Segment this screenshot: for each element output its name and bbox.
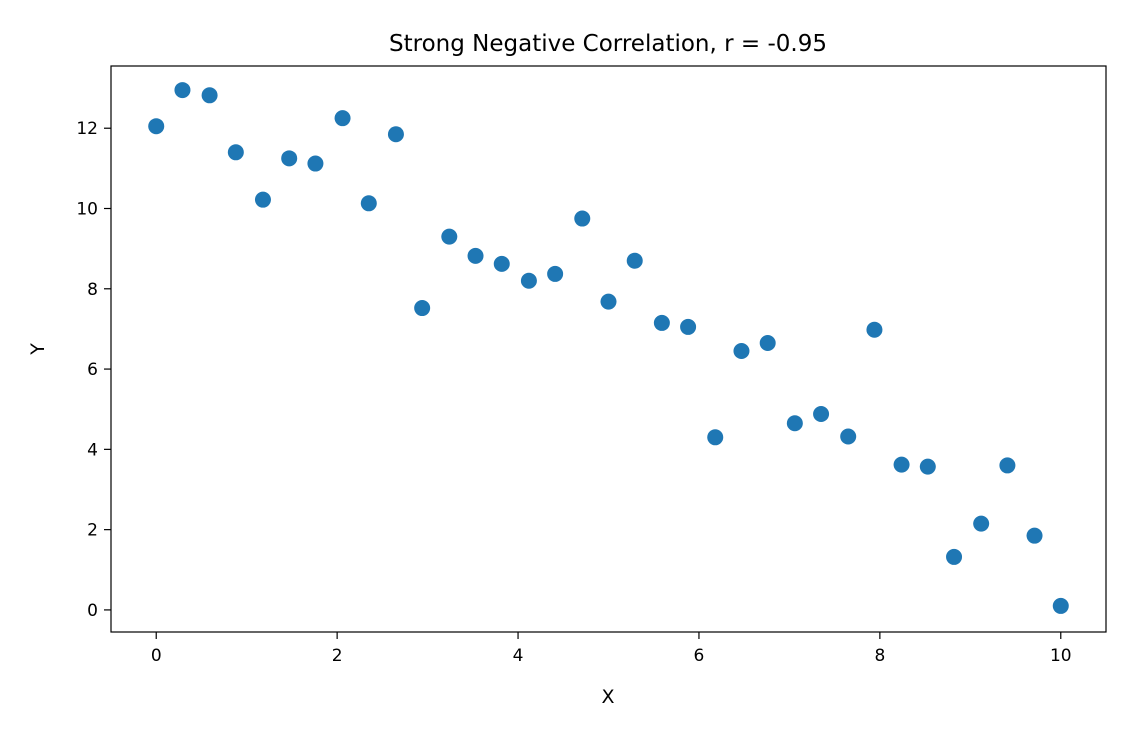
data-point-34 (1052, 597, 1069, 614)
data-point-19 (653, 314, 670, 331)
x-tick-label-1: 2 (332, 646, 343, 666)
data-point-20 (680, 318, 697, 335)
data-point-18 (626, 252, 643, 269)
data-point-29 (919, 458, 936, 475)
data-point-15 (547, 265, 564, 282)
data-point-0 (148, 118, 165, 135)
x-tick-label-2: 4 (513, 646, 524, 666)
data-point-30 (946, 548, 963, 565)
data-point-33 (1026, 527, 1043, 544)
y-tick-label-1: 2 (87, 521, 98, 541)
data-point-7 (334, 110, 351, 127)
points-layer (148, 82, 1069, 614)
y-tick-label-3: 6 (87, 360, 98, 380)
chart-title: Strong Negative Correlation, r = -0.95 (389, 31, 827, 57)
x-axis-label: X (601, 686, 614, 708)
data-point-23 (759, 334, 776, 351)
data-point-17 (600, 293, 617, 310)
data-point-3 (227, 144, 244, 161)
data-point-22 (733, 343, 750, 360)
y-axis-ticks: 0 2 4 6 8 10 12 (76, 119, 111, 621)
data-point-1 (174, 82, 191, 99)
data-point-2 (201, 87, 218, 104)
data-point-21 (707, 429, 724, 446)
data-point-12 (467, 247, 484, 264)
y-axis-label: Y (27, 343, 49, 356)
data-point-27 (866, 321, 883, 338)
y-tick-label-0: 0 (87, 601, 98, 621)
data-point-11 (441, 228, 458, 245)
data-point-4 (254, 191, 271, 208)
x-tick-label-5: 10 (1050, 646, 1072, 666)
data-point-24 (786, 415, 803, 432)
x-tick-label-4: 8 (874, 646, 885, 666)
data-point-32 (999, 457, 1016, 474)
y-tick-label-5: 10 (76, 200, 98, 220)
x-tick-label-0: 0 (151, 646, 162, 666)
data-point-5 (281, 150, 298, 167)
data-point-26 (840, 428, 857, 445)
data-point-16 (574, 210, 591, 227)
data-point-31 (973, 515, 990, 532)
data-point-13 (493, 255, 510, 272)
x-axis-ticks: 0 2 4 6 8 10 (151, 632, 1072, 666)
y-tick-label-4: 8 (87, 280, 98, 300)
plot-frame (110, 65, 1107, 633)
data-point-8 (360, 195, 377, 212)
data-point-6 (307, 155, 324, 172)
data-point-28 (893, 456, 910, 473)
data-point-10 (414, 300, 431, 317)
data-point-25 (813, 406, 830, 423)
x-tick-label-3: 6 (694, 646, 705, 666)
y-tick-label-6: 12 (76, 119, 98, 139)
y-tick-label-2: 4 (87, 440, 98, 460)
data-point-14 (520, 272, 537, 289)
data-point-9 (387, 126, 404, 143)
